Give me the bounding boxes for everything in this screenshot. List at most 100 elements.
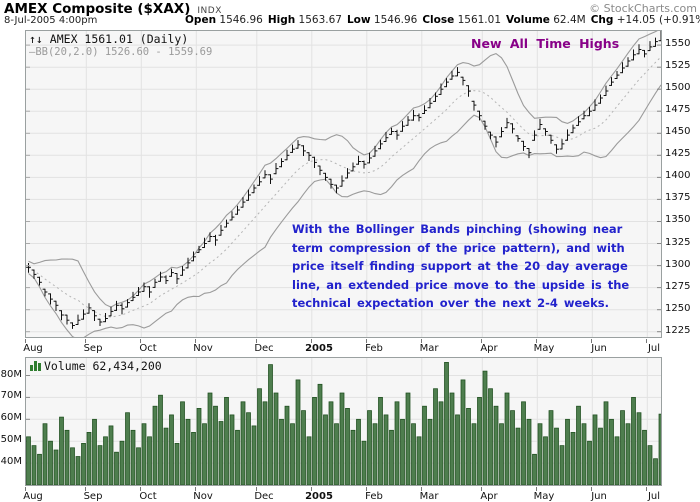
volume-bar — [449, 392, 455, 485]
volume-bar — [653, 458, 658, 485]
price-legend: ↑↓ AMEX 1561.01 (Daily) — [29, 32, 188, 46]
close-value: 1561.01 — [457, 14, 501, 26]
volume-bar — [526, 418, 532, 485]
price-chart — [26, 31, 661, 337]
volume-bar — [213, 405, 218, 485]
month-tick — [536, 487, 537, 491]
annotation-note-line: line, an extended price move to the upsi… — [292, 277, 630, 292]
price-axis-label: 1400 — [665, 170, 691, 181]
month-label: Oct — [139, 343, 157, 354]
page-title: AMEX Composite ($XAX) INDX — [4, 1, 222, 17]
volume-bar — [636, 412, 642, 485]
volume-bar — [609, 418, 614, 485]
month-label: Sep — [83, 491, 103, 502]
volume-bar — [356, 418, 361, 485]
month-tick — [25, 487, 26, 491]
month-tick — [366, 339, 367, 343]
month-label: Jul — [647, 343, 661, 354]
month-label: Feb — [365, 343, 383, 354]
month-tick — [481, 487, 482, 491]
volume-bar — [642, 429, 647, 485]
volume-bar — [438, 401, 444, 485]
index-tag: INDX — [197, 6, 222, 16]
volume-bar — [488, 388, 493, 485]
volume-bar — [576, 405, 581, 485]
volume-bar — [482, 370, 488, 485]
volume-bar — [235, 429, 240, 485]
volume-bar — [394, 401, 400, 485]
volume-bar — [543, 436, 548, 485]
volume-bar — [444, 362, 449, 485]
volume-bar — [185, 418, 191, 485]
volume-axis-label: 40M — [0, 456, 22, 467]
volume-bar — [218, 421, 224, 485]
volume-bar — [339, 392, 345, 485]
volume-legend-text: Volume 62,434,200 — [44, 359, 162, 373]
volume-bar — [603, 401, 609, 485]
month-label: Nov — [193, 491, 213, 502]
volume-bar — [125, 412, 130, 485]
volume-bar — [515, 427, 521, 485]
month-tick — [536, 339, 537, 343]
month-tick — [256, 339, 257, 343]
annotation-note-line: term compression of the price pattern), … — [292, 240, 625, 255]
volume-bar — [532, 453, 537, 485]
volume-bar — [207, 392, 213, 485]
month-tick — [591, 339, 592, 343]
price-axis-label: 1450 — [665, 126, 691, 137]
volume-bar — [570, 432, 576, 485]
month-label: Feb — [365, 491, 383, 502]
month-label: Jul — [647, 491, 661, 502]
volume-bar — [372, 423, 378, 485]
high-value: 1563.67 — [298, 14, 342, 26]
volume-legend: Volume 62,434,200 — [30, 359, 162, 373]
price-legend-text: AMEX 1561.01 (Daily) — [49, 32, 189, 46]
volume-bar — [53, 449, 59, 485]
month-label: May — [533, 343, 555, 354]
month-tick — [256, 487, 257, 491]
month-tick — [421, 487, 422, 491]
volume-bar — [290, 423, 295, 485]
volume-bar — [295, 379, 301, 485]
price-axis-label: 1425 — [665, 148, 691, 159]
month-tick — [25, 339, 26, 343]
month-label: Aug — [23, 343, 43, 354]
volume-value: 62.4M — [553, 14, 586, 26]
volume-bar — [196, 408, 202, 485]
volume-bar — [460, 379, 466, 485]
volume-bar — [246, 412, 251, 485]
volume-bar — [262, 401, 268, 485]
price-axis-label: 1500 — [665, 82, 691, 93]
price-axis-label: 1375 — [665, 192, 691, 203]
volume-bar — [378, 397, 383, 485]
chg-label: Chg — [590, 14, 614, 26]
volume-bar — [42, 423, 48, 485]
month-label: Dec — [254, 491, 274, 502]
volume-bar — [592, 414, 598, 485]
open-value: 1546.96 — [219, 14, 263, 26]
volume-bar — [202, 423, 207, 485]
volume-bar — [345, 408, 350, 485]
volume-bar — [427, 418, 433, 485]
volume-bar — [114, 451, 119, 485]
month-tick — [421, 339, 422, 343]
quote-datetime: 8-Jul-2005 4:00pm — [4, 15, 98, 26]
month-label: Apr — [480, 343, 498, 354]
volume-bar — [70, 447, 75, 485]
volume-bar — [97, 445, 103, 485]
volume-bar — [268, 364, 273, 485]
volume-bar — [510, 410, 515, 485]
month-tick — [195, 339, 196, 343]
volume-bar — [361, 440, 367, 485]
chg-value: +14.05 (+0.91%) — [616, 14, 700, 26]
volume-bar — [152, 405, 158, 485]
volume-axis-label: 50M — [0, 434, 22, 445]
updown-arrows-icon: ↑↓ — [29, 32, 43, 46]
volume-bar — [108, 425, 114, 485]
volume-bar — [350, 429, 356, 485]
price-axis-label: 1525 — [665, 60, 691, 71]
month-label: 2005 — [305, 491, 333, 502]
volume-bar — [229, 414, 235, 485]
volume-axis-label: 60M — [0, 412, 22, 423]
